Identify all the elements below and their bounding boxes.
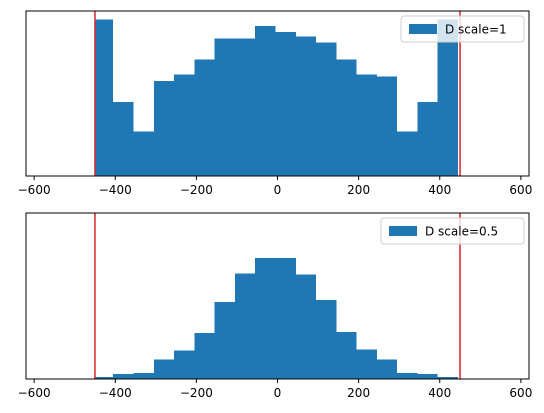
legend-box	[380, 217, 525, 245]
legend: D scale=1	[400, 15, 525, 43]
x-tick-label: 600	[509, 183, 532, 197]
histogram-bar	[397, 131, 418, 176]
legend-label: D scale=0.5	[425, 225, 498, 239]
histogram-panel-top: −600 −400 −200 0 200 400 600 D scale=1	[18, 10, 532, 197]
histogram-bar	[113, 101, 134, 176]
histogram-bar	[153, 359, 175, 379]
histogram-bar	[316, 300, 337, 379]
histogram-bar	[376, 76, 398, 176]
histogram-bar	[133, 131, 154, 176]
histogram-bar	[336, 331, 357, 379]
x-tick-label: −600	[18, 386, 51, 400]
plot-marks	[94, 213, 461, 379]
histogram-bar	[234, 273, 256, 379]
x-tick-label: 400	[428, 183, 451, 197]
histogram-panel-bottom: −600 −400 −200 0 200 400 600 D scale=0.5	[18, 212, 532, 400]
x-tick-label: −400	[99, 386, 132, 400]
histogram-bar	[397, 372, 418, 379]
histogram-bar	[376, 359, 398, 379]
plot-marks	[94, 11, 461, 176]
histogram-bar	[275, 258, 296, 379]
legend-swatch	[409, 24, 437, 34]
x-tick-label: 0	[274, 183, 282, 197]
histogram-bar	[295, 36, 317, 176]
histogram-bar	[356, 349, 377, 379]
histogram-bar	[214, 38, 235, 176]
x-tick-label: 600	[509, 386, 532, 400]
histogram-bar	[275, 32, 296, 176]
histogram-bar	[417, 373, 438, 379]
histogram-bar	[295, 274, 317, 379]
histogram-bar	[437, 19, 459, 176]
x-tick-label: 200	[347, 386, 370, 400]
histogram-bar	[255, 25, 276, 176]
histogram-bar	[234, 38, 256, 176]
histogram-bar	[174, 350, 195, 379]
legend-swatch	[389, 226, 417, 236]
x-tick-label: −200	[180, 183, 213, 197]
histogram-bar	[113, 373, 134, 379]
histogram-bar	[194, 59, 215, 176]
histogram-bar	[255, 258, 276, 379]
histogram-bar	[194, 332, 215, 379]
histogram-bar	[133, 372, 154, 379]
x-tick-label: −200	[180, 386, 213, 400]
histogram-bar	[417, 101, 438, 176]
histogram-bar	[94, 376, 114, 379]
histogram-bar	[174, 74, 195, 176]
x-tick-label: −400	[99, 183, 132, 197]
histogram-bar	[356, 74, 377, 176]
histogram-bar	[316, 42, 337, 176]
legend-box	[400, 15, 525, 43]
histogram-bar	[437, 376, 459, 379]
x-tick-label: 400	[428, 386, 451, 400]
x-tick-label: 0	[274, 386, 282, 400]
histogram-bar	[94, 19, 114, 176]
legend: D scale=0.5	[380, 217, 525, 245]
legend-label: D scale=1	[445, 23, 507, 37]
x-tick-label: 200	[347, 183, 370, 197]
x-tick-label: −600	[18, 183, 51, 197]
histogram-bar	[153, 80, 175, 176]
histogram-bar	[336, 59, 357, 176]
histogram-bar	[214, 302, 235, 379]
